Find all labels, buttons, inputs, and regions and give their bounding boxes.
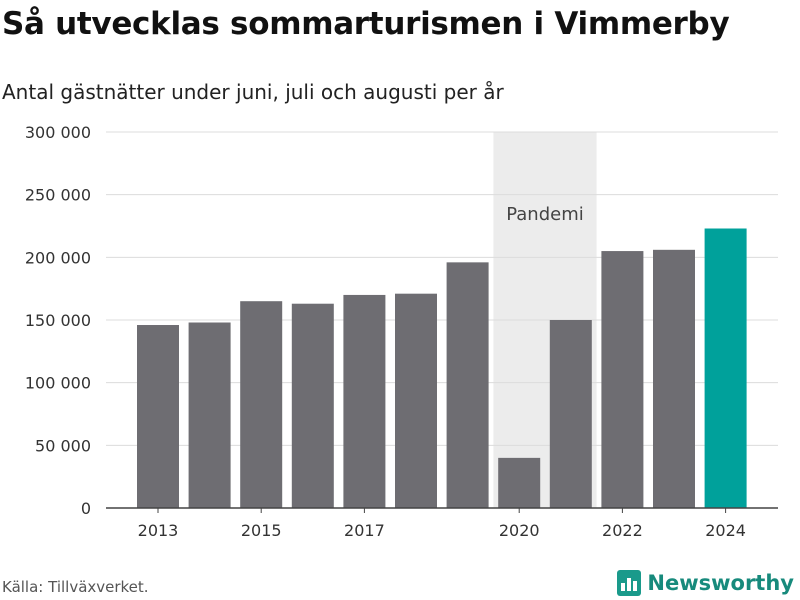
newsworthy-logo-icon [617, 570, 642, 596]
bar-2023 [653, 249, 695, 508]
bar-2022 [601, 251, 644, 509]
bar-2024 [704, 228, 747, 509]
bar-2013 [137, 325, 179, 508]
chart-title: Så utvecklas sommarturismen i Vimmerby [2, 6, 730, 42]
x-tick-label: 2013 [138, 521, 179, 540]
bar-2016 [291, 303, 334, 508]
x-tick-label: 2020 [499, 521, 540, 540]
brand-name: Newsworthy [647, 571, 794, 595]
bar-2019 [446, 262, 489, 508]
x-tick-label: 2022 [602, 521, 643, 540]
brand-logo: Newsworthy [617, 570, 794, 596]
y-tick-label: 0 [81, 499, 91, 518]
source-note: Källa: Tillväxverket. [2, 578, 149, 596]
chart-subtitle: Antal gästnätter under juni, juli och au… [2, 80, 504, 104]
bar-2018 [395, 293, 437, 508]
y-tick-label: 300 000 [25, 123, 91, 142]
annotation-label: Pandemi [506, 204, 584, 225]
y-tick-label: 250 000 [25, 186, 91, 205]
x-tick-label: 2024 [705, 521, 746, 540]
y-tick-label: 100 000 [25, 374, 91, 393]
x-tick-label: 2015 [241, 521, 282, 540]
bar-2015 [240, 301, 283, 508]
bar-2020 [498, 457, 541, 508]
bar-2021 [549, 320, 592, 508]
y-tick-label: 200 000 [25, 248, 91, 267]
bar-2014 [188, 322, 231, 508]
y-tick-label: 150 000 [25, 311, 91, 330]
y-tick-label: 50 000 [35, 436, 91, 455]
x-tick-label: 2017 [344, 521, 385, 540]
bar-2017 [343, 294, 386, 508]
